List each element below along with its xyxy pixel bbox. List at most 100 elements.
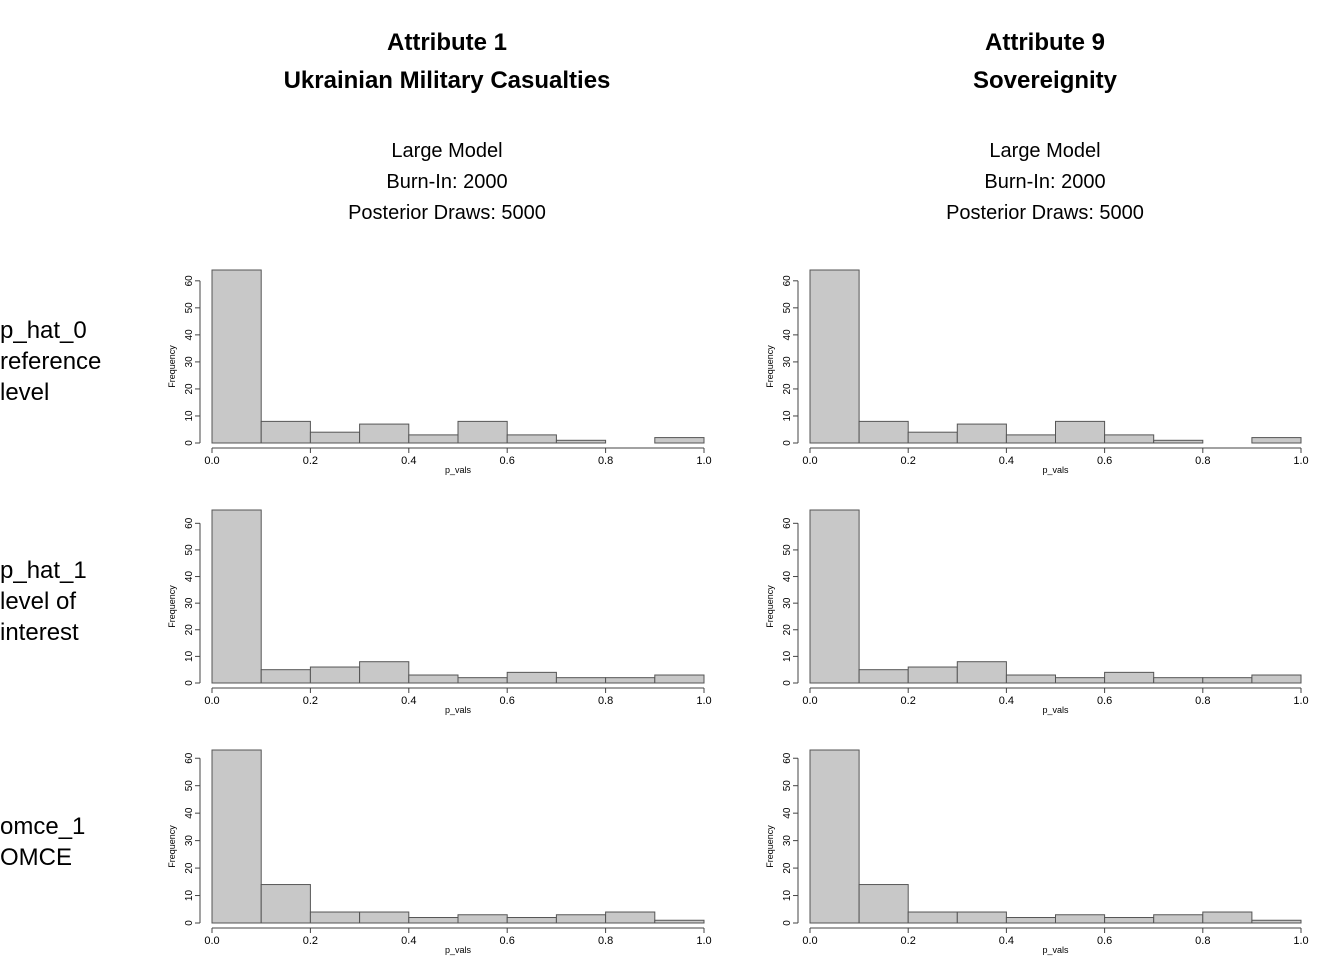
histogram-bar <box>1153 439 1204 444</box>
histogram-bar <box>1153 677 1204 684</box>
x-tick-label: 0.2 <box>901 695 916 707</box>
y-tick-label: 30 <box>782 835 793 847</box>
histogram-bar <box>506 917 557 924</box>
histogram-bar <box>506 671 557 684</box>
x-tick-label: 0.0 <box>802 695 817 707</box>
histogram-bar <box>359 423 410 444</box>
histogram-bar <box>654 674 705 684</box>
x-tick-label: 0.4 <box>401 455 416 467</box>
y-tick-label: 60 <box>782 275 793 287</box>
y-tick-label: 10 <box>184 410 195 422</box>
histogram-bar <box>408 434 459 444</box>
histogram-bar <box>1202 677 1253 684</box>
y-axis-label: Frequency <box>765 825 775 868</box>
histogram-bar <box>1005 434 1057 444</box>
histogram-bar <box>309 666 361 684</box>
histogram-bar <box>211 509 262 684</box>
histogram-bar <box>1251 919 1302 924</box>
y-axis-label: Frequency <box>167 825 177 868</box>
x-tick-label: 0.0 <box>204 455 219 467</box>
y-tick-label: 0 <box>782 680 793 686</box>
x-axis-label: p_vals <box>445 465 472 475</box>
column-subtitle: Posterior Draws: 5000 <box>946 202 1144 224</box>
histogram-bar <box>907 911 958 924</box>
y-tick-label: 30 <box>184 835 195 847</box>
histogram-bar <box>605 677 656 684</box>
histogram-bar <box>809 269 860 444</box>
column-subtitle: Posterior Draws: 5000 <box>348 202 546 224</box>
x-tick-label: 0.6 <box>500 455 515 467</box>
x-tick-label: 0.4 <box>401 695 416 707</box>
x-tick-label: 0.8 <box>598 935 613 947</box>
row-label: reference <box>0 348 101 375</box>
histogram-bar <box>907 666 958 684</box>
y-tick-label: 60 <box>184 275 195 287</box>
x-tick-label: 1.0 <box>696 935 711 947</box>
y-tick-label: 40 <box>782 807 793 819</box>
x-tick-label: 0.8 <box>598 455 613 467</box>
histogram-bar <box>1251 674 1302 684</box>
y-tick-label: 40 <box>184 329 195 341</box>
x-axis-label: p_vals <box>1042 465 1069 475</box>
histogram-bar <box>605 911 656 924</box>
y-tick-label: 40 <box>184 807 195 819</box>
x-tick-label: 0.8 <box>1195 455 1210 467</box>
y-tick-label: 10 <box>782 410 793 422</box>
histogram-bar <box>654 919 705 924</box>
column-subtitle: Large Model <box>989 140 1100 162</box>
y-tick-label: 30 <box>184 597 195 609</box>
y-tick-label: 50 <box>184 780 195 792</box>
y-tick-label: 10 <box>782 890 793 902</box>
histogram-bar <box>1202 911 1253 924</box>
histogram-bar <box>506 434 557 444</box>
row-label: p_hat_1 <box>0 557 87 584</box>
x-tick-label: 1.0 <box>696 455 711 467</box>
x-tick-label: 1.0 <box>1293 935 1308 947</box>
row-label: level of <box>0 588 76 615</box>
column-subtitle: Burn-In: 2000 <box>386 171 507 193</box>
column-subtitle: Large Model <box>391 140 502 162</box>
histogram-bar <box>1055 677 1106 684</box>
histogram-bar <box>555 677 607 684</box>
histogram-bar <box>555 439 607 444</box>
y-tick-label: 30 <box>782 597 793 609</box>
x-tick-label: 0.8 <box>1195 695 1210 707</box>
column-title: Ukrainian Military Casualties <box>284 67 611 94</box>
histogram-bar <box>359 911 410 924</box>
column-subtitle: Burn-In: 2000 <box>984 171 1105 193</box>
y-tick-label: 50 <box>184 302 195 314</box>
histogram-bar <box>1055 420 1106 444</box>
y-tick-label: 0 <box>184 920 195 926</box>
x-axis-label: p_vals <box>1042 705 1069 715</box>
y-tick-label: 30 <box>184 356 195 368</box>
histogram-bar <box>1251 437 1302 444</box>
row-label: interest <box>0 619 79 646</box>
row-label: p_hat_0 <box>0 317 87 344</box>
histogram-bar <box>408 917 459 924</box>
x-axis-label: p_vals <box>445 945 472 955</box>
histogram-bar <box>260 669 311 684</box>
y-tick-label: 20 <box>782 862 793 874</box>
histogram-bar <box>858 669 909 684</box>
y-axis-label: Frequency <box>167 585 177 628</box>
histogram-bar <box>858 420 909 444</box>
y-tick-label: 20 <box>184 862 195 874</box>
histogram-bar <box>907 431 958 444</box>
histogram-bar <box>809 509 860 684</box>
row-label: level <box>0 379 49 406</box>
x-tick-label: 1.0 <box>696 695 711 707</box>
histogram-bar <box>654 437 705 444</box>
x-tick-label: 0.0 <box>802 455 817 467</box>
histogram-bar <box>457 914 508 924</box>
histogram-bar <box>1005 917 1057 924</box>
x-tick-label: 0.4 <box>999 695 1014 707</box>
x-tick-label: 0.4 <box>999 455 1014 467</box>
y-tick-label: 60 <box>782 752 793 764</box>
x-tick-label: 0.8 <box>1195 935 1210 947</box>
y-tick-label: 10 <box>782 650 793 662</box>
y-tick-label: 10 <box>184 890 195 902</box>
histogram-bar <box>211 269 262 444</box>
x-axis-label: p_vals <box>445 705 472 715</box>
y-tick-label: 60 <box>782 517 793 529</box>
